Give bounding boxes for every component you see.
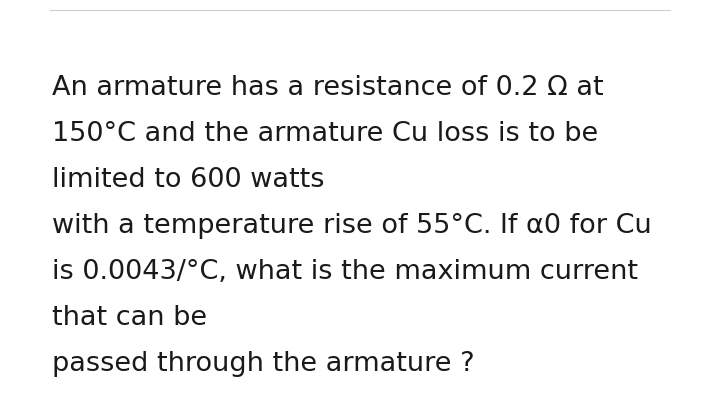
Text: with a temperature rise of 55°C. If α0 for Cu: with a temperature rise of 55°C. If α0 f… (52, 213, 652, 239)
Text: that can be: that can be (52, 305, 207, 331)
Text: 150°C and the armature Cu loss is to be: 150°C and the armature Cu loss is to be (52, 121, 598, 147)
Text: limited to 600 watts: limited to 600 watts (52, 167, 325, 193)
Text: is 0.0043/°C, what is the maximum current: is 0.0043/°C, what is the maximum curren… (52, 259, 638, 285)
Text: passed through the armature ?: passed through the armature ? (52, 351, 474, 377)
Text: An armature has a resistance of 0.2 Ω at: An armature has a resistance of 0.2 Ω at (52, 75, 603, 101)
